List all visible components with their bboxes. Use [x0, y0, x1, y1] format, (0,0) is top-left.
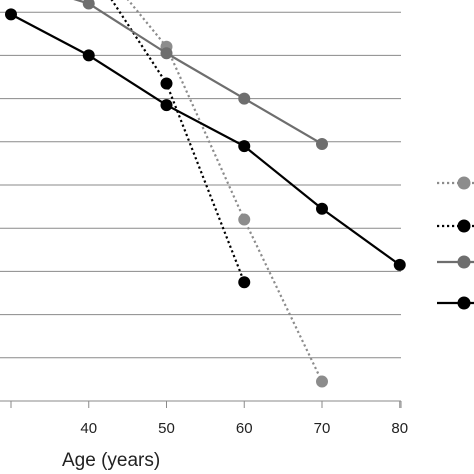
- x-tick-label: 50: [158, 420, 175, 437]
- legend-marker: [457, 219, 471, 233]
- legend: [437, 176, 474, 310]
- data-point: [238, 276, 251, 289]
- data-point: [160, 99, 173, 112]
- legend-item-3: [437, 255, 474, 269]
- data-point: [393, 258, 406, 271]
- legend-item-4: [437, 296, 474, 310]
- data-point: [5, 8, 17, 21]
- legend-item-2: [437, 219, 474, 233]
- data-point: [316, 375, 328, 388]
- x-tick-label: 80: [391, 420, 408, 437]
- data-point: [160, 47, 173, 60]
- legend-marker: [457, 176, 471, 190]
- legend-item-1: [437, 176, 474, 190]
- x-tick-label: 40: [80, 420, 97, 437]
- series-3: [73, 0, 328, 150]
- data-point: [238, 92, 251, 105]
- x-tick-label: 70: [314, 420, 331, 437]
- data-point: [82, 0, 95, 10]
- x-tick-label: 60: [236, 420, 253, 437]
- legend-marker: [457, 255, 471, 269]
- series-line: [73, 0, 323, 145]
- x-axis-title: Age (years): [62, 450, 161, 471]
- series-layer: [5, 0, 406, 388]
- legend-marker: [457, 296, 471, 310]
- grid-layer: [0, 11, 401, 359]
- data-point: [316, 202, 328, 215]
- x-tick-layer: 40 50 60 70 80: [10, 401, 408, 437]
- data-point: [238, 140, 251, 153]
- data-point: [238, 213, 251, 226]
- series-line: [10, 13, 401, 266]
- series-2: [110, 0, 251, 289]
- series-4: [5, 8, 406, 271]
- data-point: [82, 49, 95, 62]
- data-point: [160, 77, 173, 90]
- data-point: [316, 137, 328, 150]
